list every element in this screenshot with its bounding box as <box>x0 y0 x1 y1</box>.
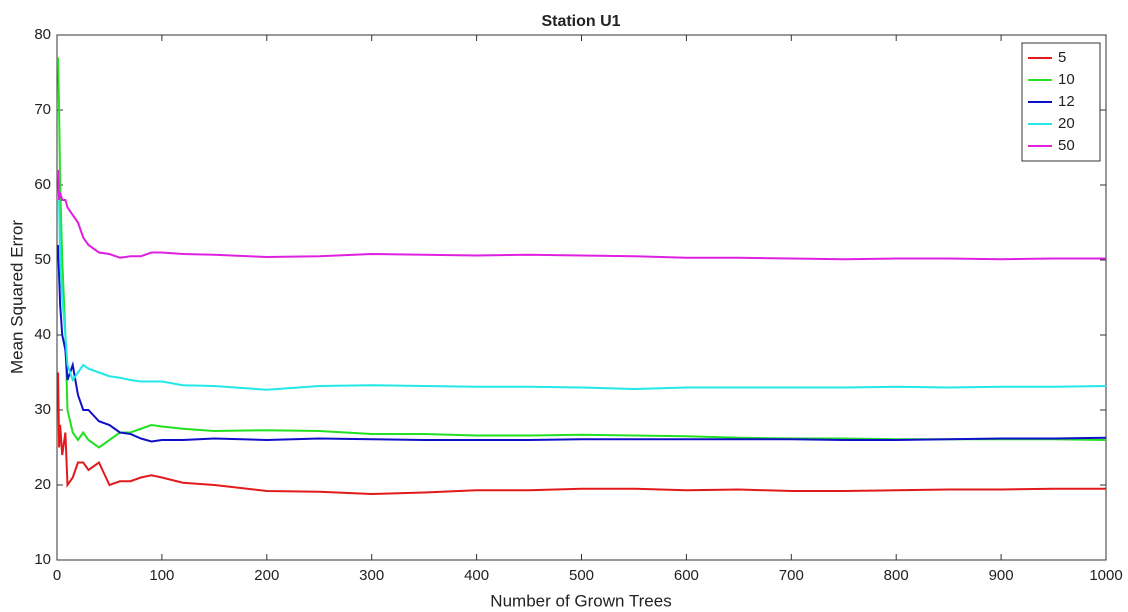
y-axis-label: Mean Squared Error <box>7 220 26 374</box>
legend-label: 10 <box>1058 71 1075 88</box>
legend-label: 5 <box>1058 49 1066 66</box>
x-tick-label: 200 <box>254 567 279 584</box>
y-tick-label: 70 <box>34 101 51 118</box>
y-tick-label: 30 <box>34 401 51 418</box>
series-line <box>57 244 1107 443</box>
x-tick-label: 600 <box>674 567 699 584</box>
legend-label: 20 <box>1058 115 1075 132</box>
y-tick-label: 80 <box>34 26 51 43</box>
series-line <box>57 57 1107 449</box>
x-tick-label: 800 <box>884 567 909 584</box>
legend: 5 10 12 20 50 <box>1021 42 1101 162</box>
x-axis-label: Number of Grown Trees <box>490 591 671 610</box>
x-tick-label: 700 <box>779 567 804 584</box>
chart-title: Station U1 <box>541 13 620 30</box>
plot-area <box>56 34 1107 561</box>
x-tick-label: 0 <box>53 567 61 584</box>
legend-label: 50 <box>1058 137 1075 154</box>
x-tick-label: 300 <box>359 567 384 584</box>
x-tick-label: 100 <box>149 567 174 584</box>
y-tick-label: 50 <box>34 251 51 268</box>
series-line <box>57 169 1106 261</box>
y-tick-label: 20 <box>34 476 51 493</box>
y-tick-label: 40 <box>34 326 51 343</box>
y-tick-label: 60 <box>34 176 51 193</box>
y-tick-label: 10 <box>34 551 51 568</box>
x-tick-label: 1000 <box>1089 567 1122 584</box>
x-tick-label: 400 <box>464 567 489 584</box>
x-tick-label: 500 <box>569 567 594 584</box>
legend-label: 12 <box>1058 93 1075 110</box>
series-line <box>57 372 1106 496</box>
x-tick-label: 900 <box>989 567 1014 584</box>
series-line <box>57 169 1107 391</box>
